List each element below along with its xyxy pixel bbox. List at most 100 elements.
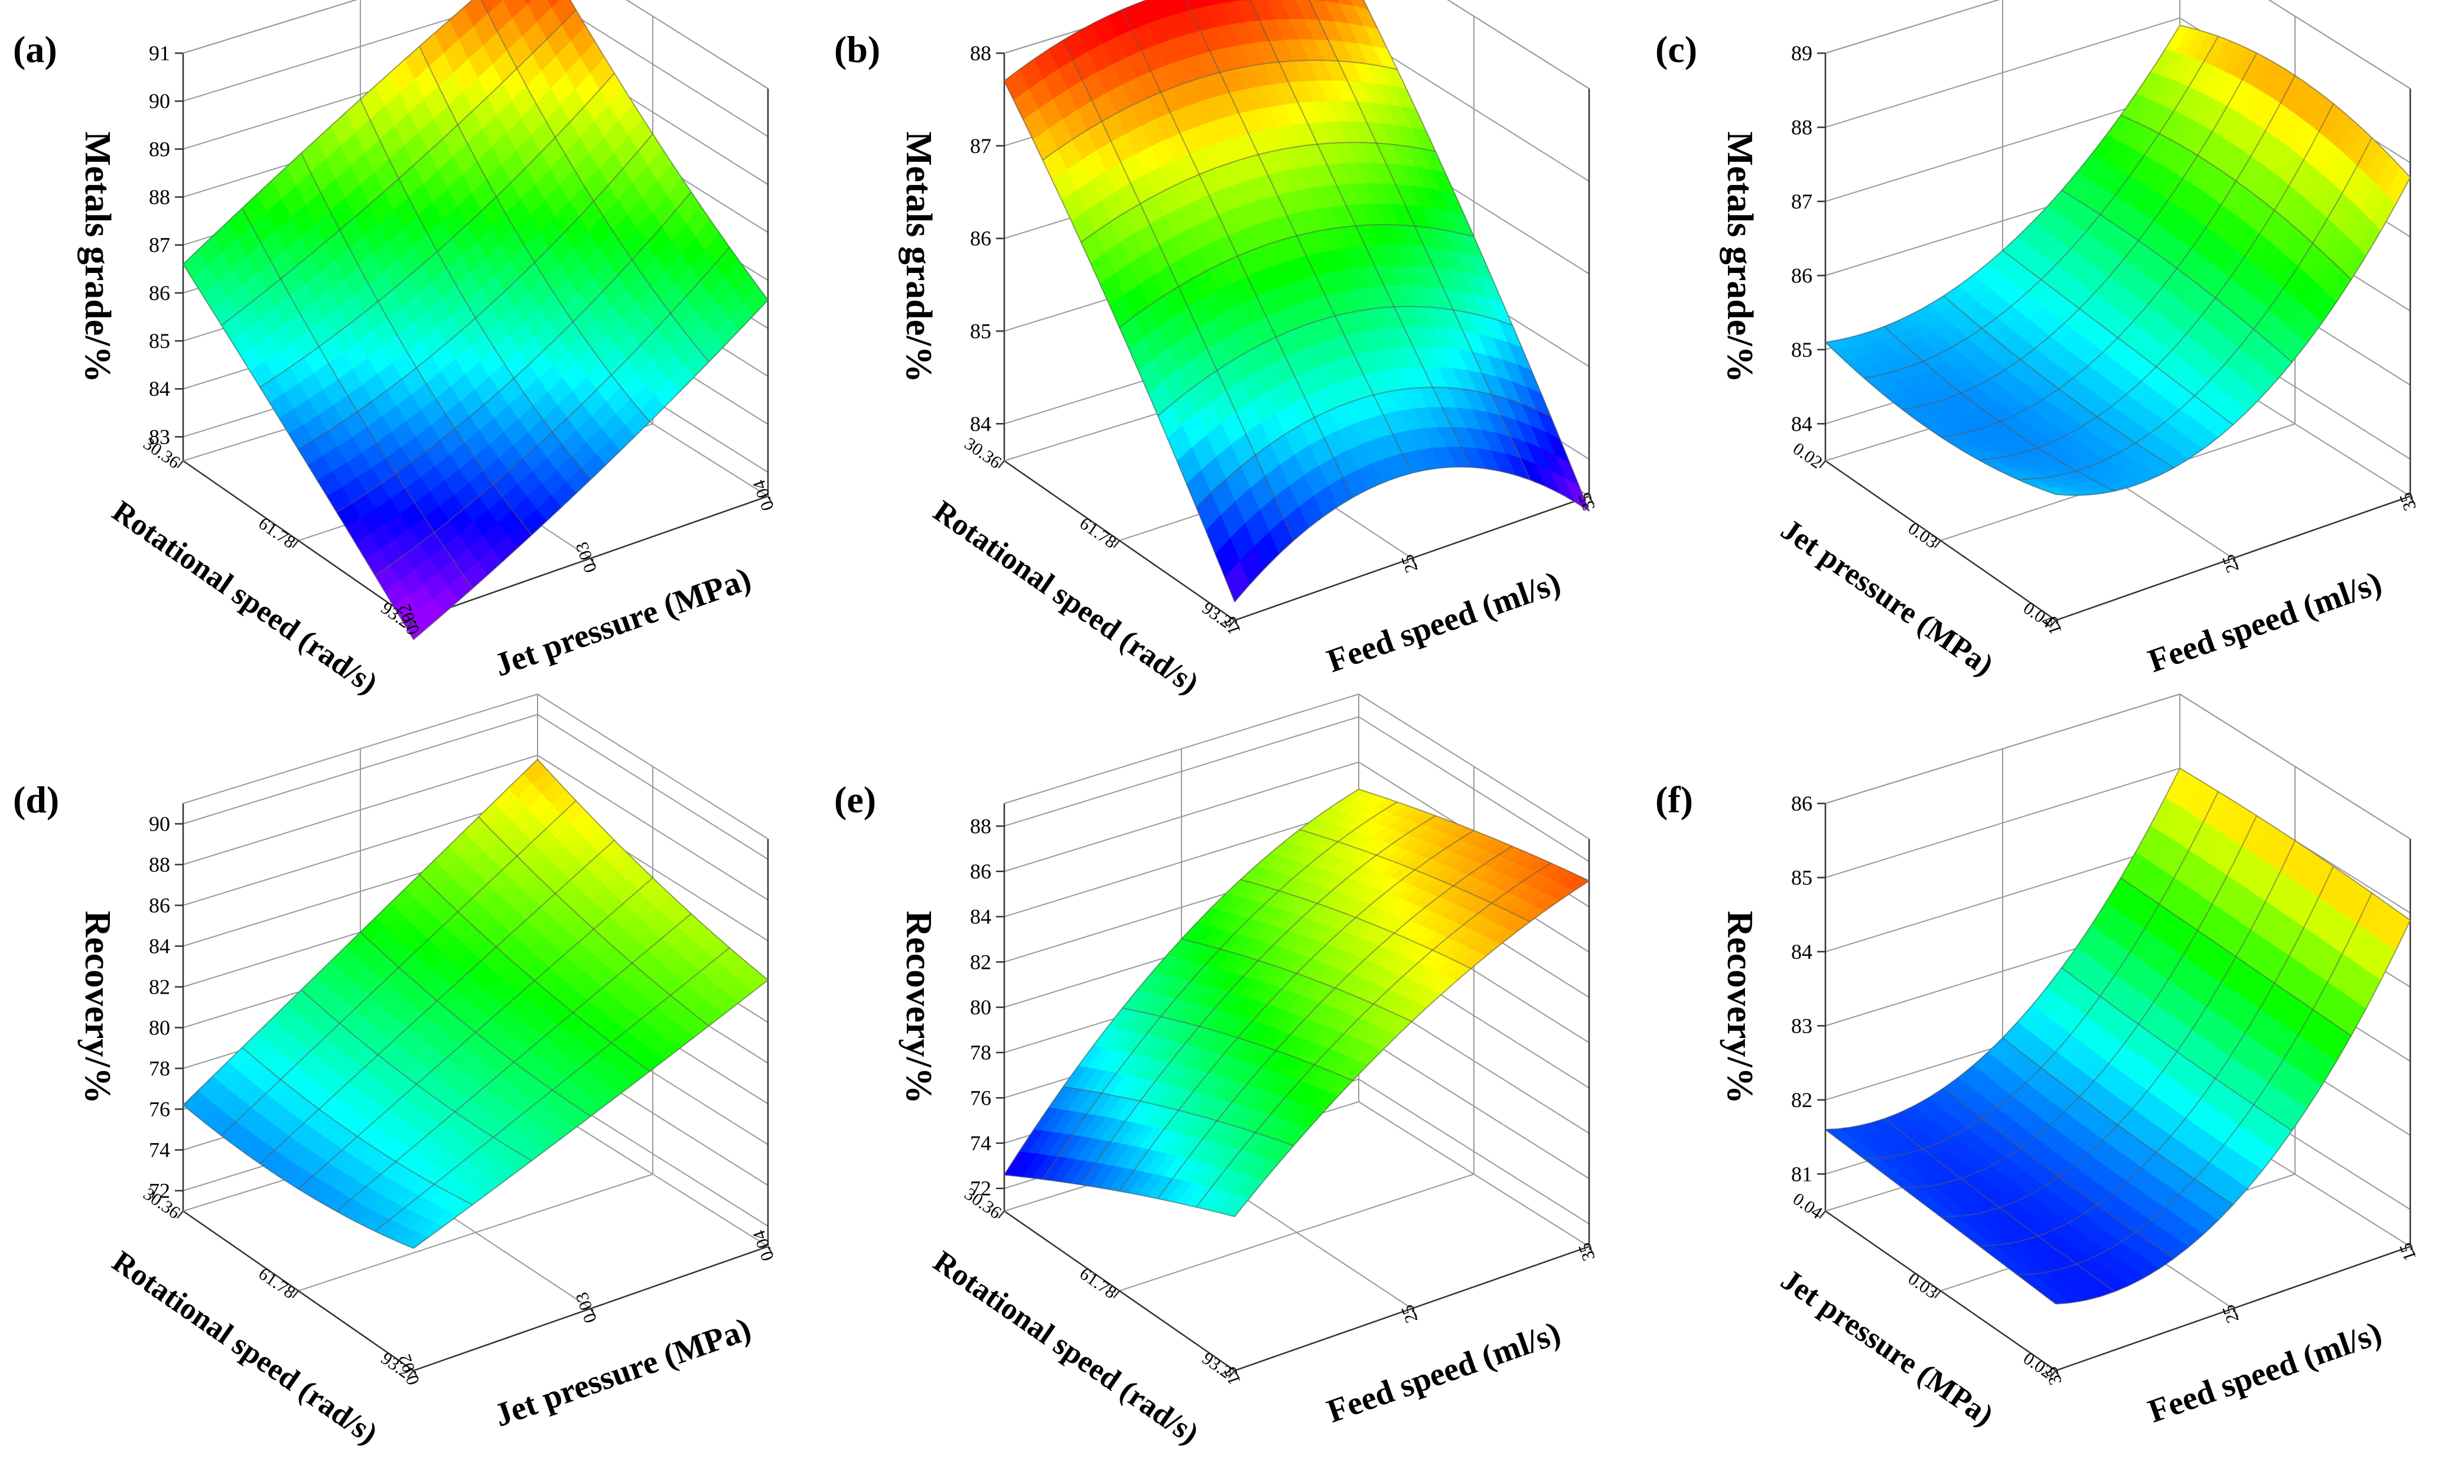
x-axis-title: Rotational speed (rad/s) [927,494,1205,701]
x-tick-mark [1228,1370,1235,1378]
x-tick-mark [292,1290,299,1298]
z-tick-label: 78 [149,1057,170,1081]
z-tick-label: 88 [149,186,170,209]
y-tick-mark [1411,558,1418,567]
y-tick-mark [2055,620,2062,629]
y-tick-mark [590,558,597,567]
wall-gridline [183,0,769,138]
z-tick-label: 87 [1791,190,1812,213]
z-tick-label: 74 [970,1131,991,1155]
z-tick-label: 76 [149,1098,170,1121]
z-tick-label: 86 [1791,792,1812,815]
surface [1004,0,1590,603]
surface-mesh-line [2179,25,2411,178]
z-tick-label: 88 [970,41,991,65]
x-tick-mark [998,460,1005,468]
x-tick-mark [1113,1290,1120,1298]
x-tick-label: 61.78 [255,513,299,552]
y-axis-title: Jet pressure (MPa) [490,1311,756,1434]
z-axis-title: Metals grade/% [77,131,118,382]
z-tick-label: 84 [970,905,991,929]
z-tick-label: 84 [970,412,991,435]
y-tick-mark [412,620,419,629]
y-tick-mark [2232,1308,2239,1317]
y-tick-label: 0.02 [395,1352,423,1387]
y-tick-label: 15 [2396,1240,2420,1263]
y-tick-mark [2409,496,2416,505]
panel-label: (c) [1655,28,1697,70]
y-tick-mark [767,496,774,505]
x-tick-label: 61.78 [1076,1264,1120,1303]
panel-label: (f) [1655,779,1693,821]
z-tick-label: 86 [970,227,991,250]
y-axis-title: Feed speed (ml/s) [1323,1314,1565,1430]
surface-mesh-line [1309,0,1531,480]
surface [1004,789,1590,1218]
z-tick-label: 88 [1791,115,1812,139]
axis-box-top [183,0,769,89]
y-tick-label: 0.03 [572,539,600,575]
z-tick-label: 86 [1791,263,1812,287]
surface-mesh-line [1299,829,1531,923]
x-tick-mark [177,1210,184,1219]
z-tick-label: 87 [149,233,170,257]
z-tick-label: 83 [149,425,170,448]
axis-box-top [1825,0,2411,89]
x-tick-mark [292,540,299,548]
x-tick-mark [407,1370,414,1378]
z-axis-title: Recovery/% [899,910,939,1104]
surface [183,0,769,640]
x-tick-mark [1934,1290,1941,1298]
z-tick-label: 86 [149,894,170,917]
z-tick-label: 85 [149,329,170,353]
y-tick-mark [767,1246,774,1255]
x-tick-mark [1228,620,1235,628]
x-tick-mark [407,620,414,628]
z-tick-label: 83 [1791,1014,1812,1037]
x-axis-title: Rotational speed (rad/s) [106,1245,383,1451]
x-tick-mark [2049,1370,2056,1378]
z-tick-label: 76 [970,1086,991,1109]
z-tick-label: 85 [970,319,991,343]
z-tick-label: 72 [970,1177,991,1200]
surface-mesh-line [1358,789,1590,881]
z-tick-label: 84 [149,377,170,401]
z-axis-title: Metals grade/% [1720,131,1760,382]
x-axis-title: Jet pressure (MPa) [1775,513,1999,682]
panel-label: (d) [13,779,59,821]
panel-label: (b) [834,28,880,70]
surface-mesh-line [413,979,769,1249]
y-tick-mark [1233,1370,1241,1379]
y-tick-label: 0.04 [749,477,777,513]
x-tick-mark [177,460,184,468]
y-tick-label: 0.04 [749,1228,777,1263]
y-axis-title: Jet pressure (MPa) [490,561,756,684]
x-axis-title: Rotational speed (rad/s) [106,494,383,701]
surface-mesh-line [2179,767,2411,921]
surface-mesh-line [2120,115,2352,281]
surface-mesh-line [1363,0,1590,512]
surface-mesh-line [480,0,709,363]
x-tick-mark [1819,1210,1826,1219]
panel-label: (e) [834,779,876,821]
z-tick-label: 82 [1791,1088,1812,1112]
panel-label: (a) [13,28,57,70]
y-tick-mark [1411,1308,1418,1317]
wall-gridline [1825,0,2411,89]
x-tick-mark [1819,460,1826,468]
x-tick-label: 61.78 [255,1264,299,1303]
z-tick-label: 84 [1791,940,1812,964]
z-tick-label: 88 [149,853,170,877]
z-tick-label: 85 [1791,865,1812,889]
z-tick-label: 74 [149,1138,170,1162]
surface-mesh-line [1234,466,1590,603]
z-tick-label: 87 [970,134,991,158]
z-tick-label: 90 [149,812,170,836]
surface [1824,767,2411,1305]
y-tick-mark [1588,496,1595,505]
z-tick-label: 72 [149,1179,170,1203]
y-tick-label: 0.03 [572,1290,600,1325]
x-tick-mark [998,1210,1005,1219]
y-tick-label: 35 [2396,490,2420,513]
